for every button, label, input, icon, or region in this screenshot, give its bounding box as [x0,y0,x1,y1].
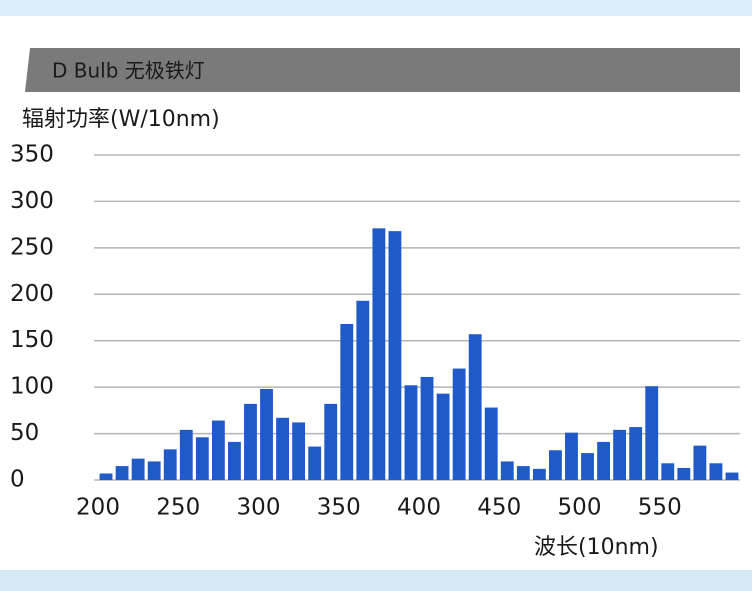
bar [532,468,546,480]
bar [597,441,610,480]
bar [211,420,225,480]
bar [163,449,177,480]
bar [725,472,739,480]
bar [629,427,643,480]
y-tick-label: 100 [10,374,54,400]
bar [147,461,161,480]
bar [709,463,723,480]
bar [244,403,257,480]
x-tick-label: 350 [317,495,361,521]
bar [372,228,386,480]
bar [661,463,675,480]
bar [677,467,691,480]
bar [549,450,562,480]
header-bar [25,48,740,92]
bar [613,429,627,480]
bar [484,407,498,480]
bar [645,386,659,480]
bar [195,437,209,480]
bar [324,403,338,480]
y-tick-label: 350 [10,142,54,168]
x-tick-label: 450 [477,495,521,521]
bar [565,432,578,480]
bar [420,376,434,480]
x-tick-label: 200 [76,495,120,521]
bottom-band [0,570,752,591]
bar [468,334,482,480]
x-tick-label: 400 [397,495,441,521]
x-tick-label: 550 [638,495,682,521]
bar [260,389,273,480]
top-band [0,0,752,16]
bar [500,461,514,480]
bar [99,473,113,480]
bar [276,417,289,480]
bar [292,422,306,480]
y-tick-label: 300 [10,188,54,214]
bar [131,458,145,480]
y-tick-label: 200 [10,281,54,307]
bar [404,385,418,480]
chart-title: D Bulb 无极铁灯 [52,59,205,83]
bar [388,231,402,480]
bar [228,441,241,480]
y-tick-label: 250 [10,234,54,260]
bar [693,445,707,480]
y-tick-label: 50 [10,420,39,446]
x-axis-label: 波长(10nm) [534,535,659,560]
bar [179,429,193,480]
y-tick-label: 0 [10,467,25,493]
y-tick-label: 150 [10,327,54,353]
x-tick-label: 300 [237,495,281,521]
bar [308,446,322,480]
y-axis-label: 辐射功率(W/10nm) [22,107,220,132]
bar [115,466,129,480]
x-tick-label: 250 [156,495,200,521]
bar [340,324,354,480]
bar [516,466,530,480]
bar [581,453,594,480]
bar [356,300,370,480]
x-tick-label: 500 [558,495,602,521]
bar [436,393,450,480]
bar [452,368,466,480]
